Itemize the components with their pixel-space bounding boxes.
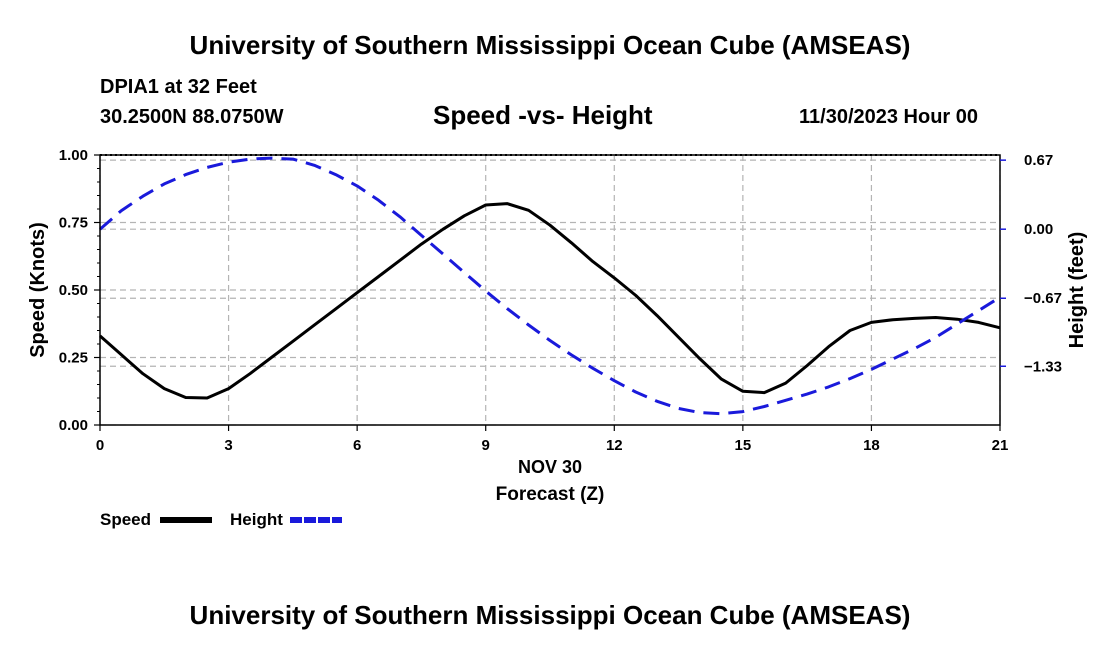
x-tick-label: 12 bbox=[606, 437, 623, 454]
legend: Speed Height bbox=[100, 510, 342, 529]
y-right-tick-label: −1.33 bbox=[1024, 358, 1062, 375]
y-left-tick-label: 0.25 bbox=[59, 350, 88, 367]
series-lines bbox=[99, 156, 1001, 416]
y-axis-left-label: Speed (Knots) bbox=[27, 222, 49, 358]
y-left-tick-label: 0.50 bbox=[59, 282, 88, 299]
speed-series-line bbox=[99, 202, 1001, 400]
x-tick-label: 3 bbox=[224, 437, 232, 454]
footer-title: University of Southern Mississippi Ocean… bbox=[189, 600, 911, 630]
y-left-tick-label: 0.75 bbox=[59, 215, 88, 232]
chart-title: University of Southern Mississippi Ocean… bbox=[189, 30, 911, 60]
y-left-tick-label: 0.00 bbox=[59, 417, 88, 434]
chart-subtitle: Speed -vs- Height bbox=[433, 100, 653, 130]
x-tick-label: 6 bbox=[353, 437, 361, 454]
datetime-label: 11/30/2023 Hour 00 bbox=[799, 106, 979, 128]
station-label: DPIA1 at 32 Feet bbox=[100, 76, 257, 98]
x-tick-label: 21 bbox=[992, 437, 1009, 454]
height-series-line bbox=[99, 156, 1001, 416]
x-tick-label: 9 bbox=[482, 437, 490, 454]
y-right-tick-label: 0.67 bbox=[1024, 152, 1053, 169]
y-right-tick-label: 0.00 bbox=[1024, 221, 1053, 238]
location-label: 30.2500N 88.0750W bbox=[100, 106, 284, 128]
x-tick-label: 15 bbox=[735, 437, 752, 454]
x-tick-label: 18 bbox=[863, 437, 880, 454]
y-right-tick-label: −0.67 bbox=[1024, 290, 1062, 307]
y-left-tick-label: 1.00 bbox=[59, 147, 88, 164]
legend-speed-label: Speed bbox=[100, 510, 151, 529]
y-axis-right-label: Height (feet) bbox=[1066, 232, 1088, 349]
x-axis-date-label: NOV 30 bbox=[518, 457, 582, 477]
x-axis-label: Forecast (Z) bbox=[496, 484, 605, 505]
legend-height-label: Height bbox=[230, 510, 283, 529]
x-tick-label: 0 bbox=[96, 437, 104, 454]
axes: 0 3 6 9 12 15 18 21 0.00 0.25 0.50 0.75 1.00 0.67 0.00… bbox=[59, 147, 1062, 454]
